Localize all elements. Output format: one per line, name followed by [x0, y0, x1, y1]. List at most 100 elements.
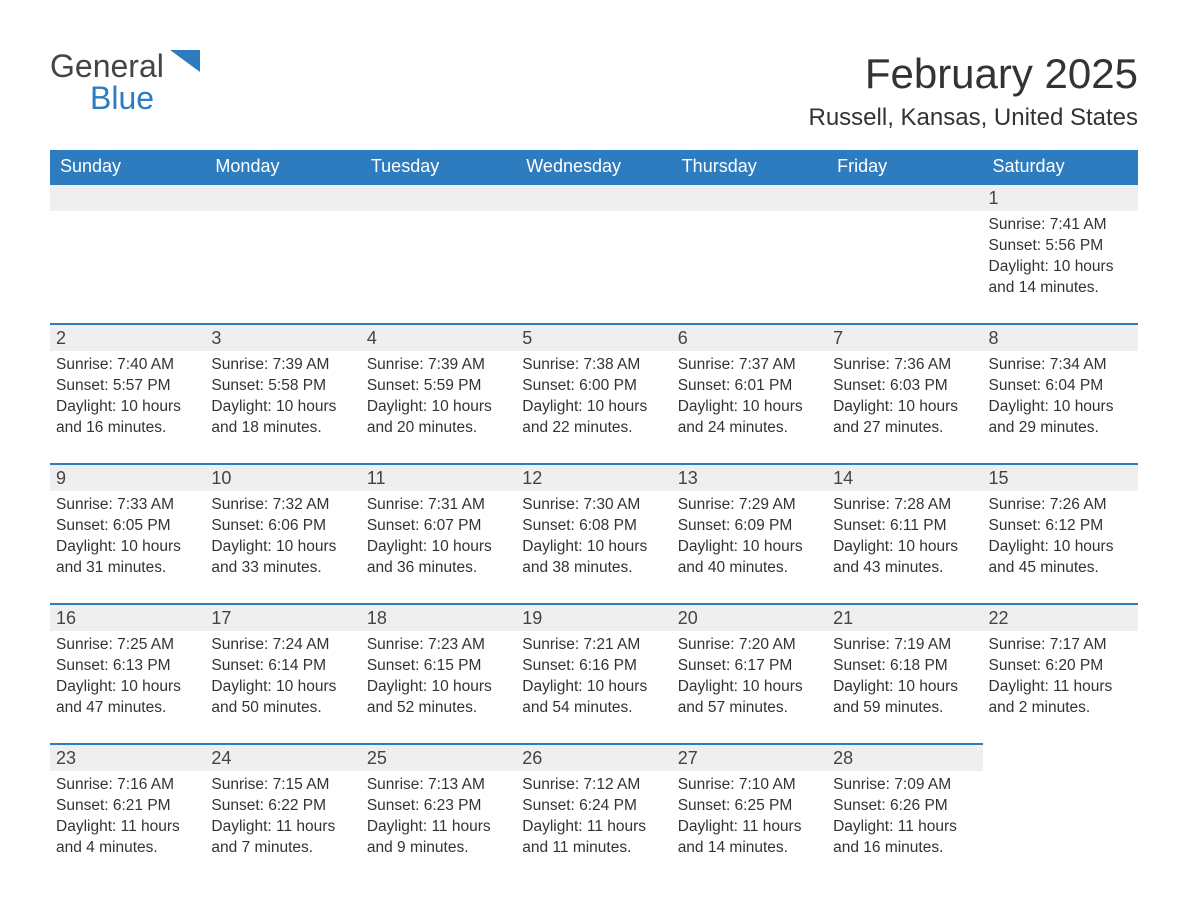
- daylight-text: and 40 minutes.: [678, 558, 821, 579]
- day-header: Sunday: [50, 150, 205, 183]
- sunset-text: Sunset: 6:17 PM: [678, 656, 821, 677]
- calendar-cell: 28Sunrise: 7:09 AMSunset: 6:26 PMDayligh…: [827, 743, 982, 883]
- logo-word-blue: Blue: [90, 82, 200, 114]
- sunrise-text: Sunrise: 7:39 AM: [211, 355, 354, 376]
- day-number: 13: [672, 463, 827, 491]
- daylight-text: Daylight: 10 hours: [56, 677, 199, 698]
- sunrise-text: Sunrise: 7:17 AM: [989, 635, 1132, 656]
- calendar-cell: [50, 183, 205, 323]
- sunset-text: Sunset: 6:01 PM: [678, 376, 821, 397]
- calendar-table: SundayMondayTuesdayWednesdayThursdayFrid…: [50, 150, 1138, 883]
- day-details: Sunrise: 7:41 AMSunset: 5:56 PMDaylight:…: [983, 211, 1138, 307]
- logo: General Blue: [50, 50, 200, 114]
- sunrise-text: Sunrise: 7:36 AM: [833, 355, 976, 376]
- sunrise-text: Sunrise: 7:20 AM: [678, 635, 821, 656]
- daylight-text: Daylight: 10 hours: [211, 397, 354, 418]
- sunset-text: Sunset: 6:05 PM: [56, 516, 199, 537]
- daylight-text: Daylight: 11 hours: [522, 817, 665, 838]
- calendar-cell: 19Sunrise: 7:21 AMSunset: 6:16 PMDayligh…: [516, 603, 671, 743]
- calendar-cell: 5Sunrise: 7:38 AMSunset: 6:00 PMDaylight…: [516, 323, 671, 463]
- day-number: 6: [672, 323, 827, 351]
- sunset-text: Sunset: 6:12 PM: [989, 516, 1132, 537]
- calendar-cell: 18Sunrise: 7:23 AMSunset: 6:15 PMDayligh…: [361, 603, 516, 743]
- calendar-cell: 8Sunrise: 7:34 AMSunset: 6:04 PMDaylight…: [983, 323, 1138, 463]
- daylight-text: Daylight: 10 hours: [989, 537, 1132, 558]
- daylight-text: Daylight: 10 hours: [833, 397, 976, 418]
- day-number: 12: [516, 463, 671, 491]
- sunrise-text: Sunrise: 7:13 AM: [367, 775, 510, 796]
- sunset-text: Sunset: 5:58 PM: [211, 376, 354, 397]
- calendar-cell: 12Sunrise: 7:30 AMSunset: 6:08 PMDayligh…: [516, 463, 671, 603]
- daylight-text: Daylight: 10 hours: [367, 537, 510, 558]
- daylight-text: and 2 minutes.: [989, 698, 1132, 719]
- sunset-text: Sunset: 6:06 PM: [211, 516, 354, 537]
- calendar-cell: 20Sunrise: 7:20 AMSunset: 6:17 PMDayligh…: [672, 603, 827, 743]
- sunset-text: Sunset: 6:13 PM: [56, 656, 199, 677]
- daylight-text: and 4 minutes.: [56, 838, 199, 859]
- calendar-cell: 10Sunrise: 7:32 AMSunset: 6:06 PMDayligh…: [205, 463, 360, 603]
- day-header: Tuesday: [361, 150, 516, 183]
- sunrise-text: Sunrise: 7:10 AM: [678, 775, 821, 796]
- title-block: February 2025 Russell, Kansas, United St…: [809, 50, 1139, 132]
- daylight-text: and 22 minutes.: [522, 418, 665, 439]
- daylight-text: Daylight: 10 hours: [678, 397, 821, 418]
- daylight-text: and 38 minutes.: [522, 558, 665, 579]
- location-label: Russell, Kansas, United States: [809, 104, 1139, 132]
- daylight-text: Daylight: 10 hours: [522, 677, 665, 698]
- logo-word-general: General: [50, 48, 164, 84]
- day-number: 26: [516, 743, 671, 771]
- daylight-text: Daylight: 11 hours: [367, 817, 510, 838]
- day-number: [516, 183, 671, 211]
- calendar-week: 16Sunrise: 7:25 AMSunset: 6:13 PMDayligh…: [50, 603, 1138, 743]
- daylight-text: Daylight: 10 hours: [678, 677, 821, 698]
- day-details: Sunrise: 7:32 AMSunset: 6:06 PMDaylight:…: [205, 491, 360, 587]
- daylight-text: and 9 minutes.: [367, 838, 510, 859]
- day-number: 10: [205, 463, 360, 491]
- calendar-cell: [827, 183, 982, 323]
- day-details: Sunrise: 7:28 AMSunset: 6:11 PMDaylight:…: [827, 491, 982, 587]
- sunset-text: Sunset: 6:04 PM: [989, 376, 1132, 397]
- day-number: 3: [205, 323, 360, 351]
- day-number: 25: [361, 743, 516, 771]
- calendar-week: 2Sunrise: 7:40 AMSunset: 5:57 PMDaylight…: [50, 323, 1138, 463]
- sunset-text: Sunset: 6:24 PM: [522, 796, 665, 817]
- sunrise-text: Sunrise: 7:40 AM: [56, 355, 199, 376]
- day-number: 19: [516, 603, 671, 631]
- calendar-cell: 16Sunrise: 7:25 AMSunset: 6:13 PMDayligh…: [50, 603, 205, 743]
- day-number: 4: [361, 323, 516, 351]
- sunset-text: Sunset: 6:07 PM: [367, 516, 510, 537]
- calendar-cell: 25Sunrise: 7:13 AMSunset: 6:23 PMDayligh…: [361, 743, 516, 883]
- daylight-text: Daylight: 11 hours: [211, 817, 354, 838]
- daylight-text: Daylight: 10 hours: [678, 537, 821, 558]
- daylight-text: and 54 minutes.: [522, 698, 665, 719]
- daylight-text: and 24 minutes.: [678, 418, 821, 439]
- sunrise-text: Sunrise: 7:29 AM: [678, 495, 821, 516]
- daylight-text: Daylight: 10 hours: [989, 397, 1132, 418]
- day-number: 18: [361, 603, 516, 631]
- daylight-text: Daylight: 10 hours: [833, 677, 976, 698]
- sunrise-text: Sunrise: 7:19 AM: [833, 635, 976, 656]
- sunrise-text: Sunrise: 7:24 AM: [211, 635, 354, 656]
- sunset-text: Sunset: 6:21 PM: [56, 796, 199, 817]
- calendar-cell: 14Sunrise: 7:28 AMSunset: 6:11 PMDayligh…: [827, 463, 982, 603]
- daylight-text: Daylight: 10 hours: [211, 537, 354, 558]
- daylight-text: and 45 minutes.: [989, 558, 1132, 579]
- sunrise-text: Sunrise: 7:23 AM: [367, 635, 510, 656]
- daylight-text: and 16 minutes.: [56, 418, 199, 439]
- calendar-cell: 15Sunrise: 7:26 AMSunset: 6:12 PMDayligh…: [983, 463, 1138, 603]
- daylight-text: and 27 minutes.: [833, 418, 976, 439]
- calendar-cell: 21Sunrise: 7:19 AMSunset: 6:18 PMDayligh…: [827, 603, 982, 743]
- daylight-text: Daylight: 10 hours: [989, 257, 1132, 278]
- day-number: 14: [827, 463, 982, 491]
- sunset-text: Sunset: 6:11 PM: [833, 516, 976, 537]
- daylight-text: and 29 minutes.: [989, 418, 1132, 439]
- day-number: 8: [983, 323, 1138, 351]
- daylight-text: Daylight: 10 hours: [833, 537, 976, 558]
- day-details: Sunrise: 7:09 AMSunset: 6:26 PMDaylight:…: [827, 771, 982, 867]
- sunrise-text: Sunrise: 7:25 AM: [56, 635, 199, 656]
- day-number: 15: [983, 463, 1138, 491]
- sunrise-text: Sunrise: 7:33 AM: [56, 495, 199, 516]
- sunset-text: Sunset: 6:26 PM: [833, 796, 976, 817]
- calendar-week: 9Sunrise: 7:33 AMSunset: 6:05 PMDaylight…: [50, 463, 1138, 603]
- day-header: Friday: [827, 150, 982, 183]
